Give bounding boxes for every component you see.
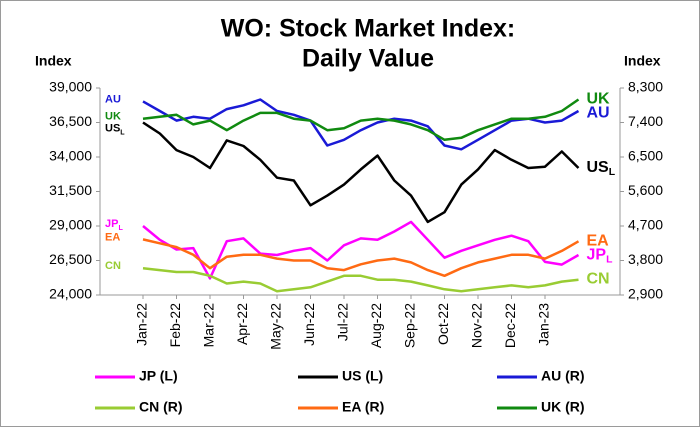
y2-tick-label: 3,800 xyxy=(628,251,663,267)
series-tag-sub: L xyxy=(120,129,125,137)
series-tag-text: JP xyxy=(587,247,607,264)
series-line xyxy=(142,266,579,293)
x-tick-label: Jan-22 xyxy=(134,303,150,346)
x-tick-label: Jul-22 xyxy=(335,303,351,341)
y2-tick-label: 7,400 xyxy=(628,113,663,129)
series-tag: UK xyxy=(587,91,611,108)
x-tick-label: Aug-22 xyxy=(368,303,384,348)
series-tag-text: CN xyxy=(587,271,610,288)
series-tag: EA xyxy=(105,231,120,243)
series-tag-sub: L xyxy=(609,167,616,178)
y2-tick-label: 6,500 xyxy=(628,148,663,164)
series-line xyxy=(142,98,580,151)
series-tag: JPL xyxy=(105,218,123,232)
series-tag-text: US xyxy=(105,123,120,135)
y-tick-label: 31,500 xyxy=(49,182,92,198)
x-tick-label: Mar-22 xyxy=(201,303,217,348)
series-tag: CN xyxy=(105,260,121,272)
series-line xyxy=(142,238,580,278)
chart-title: Daily Value xyxy=(302,45,434,73)
x-tick-label: Nov-22 xyxy=(469,303,485,348)
series-tag: AU xyxy=(587,105,610,122)
y2-tick-label: 2,900 xyxy=(628,286,663,302)
series-tag-text: EA xyxy=(105,231,120,243)
legend-label: AU (R) xyxy=(541,368,585,384)
y-tick-label: 24,000 xyxy=(49,286,92,302)
y-tick-label: 36,500 xyxy=(49,113,92,129)
series-tag: EA xyxy=(587,233,610,250)
legend-label: UK (R) xyxy=(541,399,585,415)
y2-tick-label: 4,700 xyxy=(628,217,663,233)
series-tag: CN xyxy=(587,271,610,288)
series-line xyxy=(142,121,580,224)
y-tick-label: 39,000 xyxy=(49,79,92,95)
y2-tick-label: 5,600 xyxy=(628,182,663,198)
x-tick-label: Apr-22 xyxy=(234,303,250,345)
legend-label: JP (L) xyxy=(139,368,178,384)
x-tick-label: Feb-22 xyxy=(167,303,183,348)
series-tag-text: UK xyxy=(587,91,611,108)
series-tag-text: AU xyxy=(105,93,121,105)
legend-label: EA (R) xyxy=(342,399,384,415)
series-line xyxy=(142,220,580,280)
legend-label: CN (R) xyxy=(139,399,183,415)
series-tag: AU xyxy=(105,93,121,105)
x-tick-label: Oct-22 xyxy=(435,303,451,345)
series-tag: USL xyxy=(105,123,125,137)
series-tag-text: UK xyxy=(105,111,121,123)
y-axis-label: Index xyxy=(35,53,72,69)
x-tick-label: Dec-22 xyxy=(502,303,518,348)
x-tick-label: May-22 xyxy=(268,303,284,350)
series-tag-text: AU xyxy=(587,105,610,122)
series-tag-text: JP xyxy=(105,218,118,230)
series-tag: UK xyxy=(105,111,121,123)
y2-axis-label: Index xyxy=(624,53,661,69)
series-tag-text: US xyxy=(587,159,610,176)
chart-title: WO: Stock Market Index: xyxy=(221,15,516,43)
series-tag-sub: L xyxy=(118,224,123,232)
series-tag-text: CN xyxy=(105,260,121,272)
series-tag: USL xyxy=(587,159,616,178)
y-tick-label: 26,500 xyxy=(49,251,92,267)
x-tick-label: Jan-23 xyxy=(536,303,552,346)
series-tag-text: EA xyxy=(587,233,610,250)
y2-tick-label: 8,300 xyxy=(628,79,663,95)
series-line xyxy=(142,98,580,142)
series-tag: JPL xyxy=(587,247,614,266)
legend-label: US (L) xyxy=(342,368,383,384)
series-tag-sub: L xyxy=(606,254,613,265)
x-tick-label: Sep-22 xyxy=(402,303,418,348)
y-tick-label: 29,000 xyxy=(49,217,92,233)
y-tick-label: 34,000 xyxy=(49,148,92,164)
x-tick-label: Jun-22 xyxy=(301,303,317,346)
